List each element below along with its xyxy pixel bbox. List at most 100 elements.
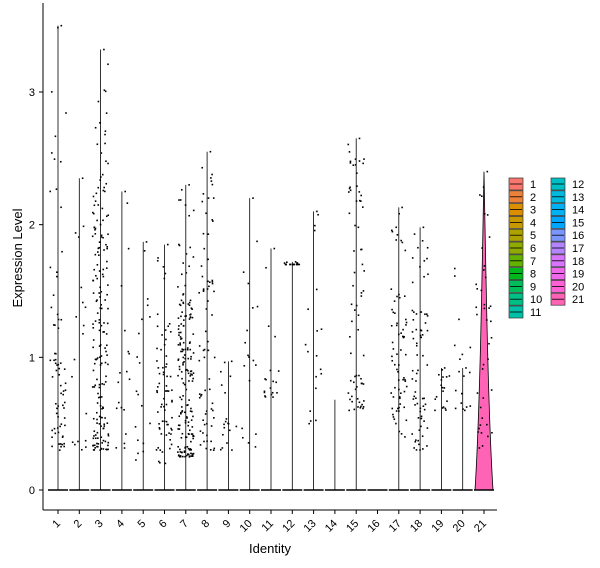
data-point (185, 436, 188, 438)
data-point (363, 158, 365, 160)
data-point (156, 389, 158, 392)
data-point (103, 190, 106, 193)
violin-cluster-2 (69, 178, 90, 491)
data-point (184, 315, 186, 318)
legend-entry-4: 4 (508, 216, 536, 229)
data-point (211, 183, 214, 186)
legend-label: 16 (572, 230, 584, 242)
data-point (190, 358, 192, 360)
data-point (185, 388, 188, 391)
data-point (207, 280, 209, 283)
data-point (351, 400, 353, 403)
x-tick-label: 12 (280, 518, 297, 535)
data-point (182, 293, 184, 296)
data-point (124, 329, 126, 332)
data-point (92, 212, 95, 215)
legend-label: 10 (530, 294, 542, 306)
data-point (171, 429, 173, 431)
data-point (417, 417, 420, 419)
data-point (177, 374, 179, 377)
data-point (212, 197, 215, 199)
data-point (82, 225, 85, 228)
data-point (213, 447, 216, 450)
data-point (92, 444, 94, 447)
data-point (276, 391, 278, 394)
data-point (415, 344, 418, 347)
data-point (182, 301, 185, 304)
data-point (100, 362, 103, 365)
data-point (163, 277, 166, 280)
data-point (158, 382, 161, 385)
data-point (157, 460, 160, 463)
data-point (229, 375, 232, 378)
data-point (419, 265, 421, 268)
data-point (394, 363, 396, 366)
data-point (164, 272, 167, 275)
x-tick-label: 6 (157, 518, 170, 531)
data-point (420, 417, 423, 420)
data-point (397, 407, 399, 410)
data-point (56, 313, 59, 316)
data-point (399, 397, 401, 400)
data-point (403, 335, 405, 338)
data-point (356, 172, 358, 174)
violin-cluster-10 (239, 198, 260, 491)
data-point (181, 350, 184, 353)
data-point (423, 397, 425, 400)
x-tick-label: 18 (408, 518, 425, 535)
data-point (56, 364, 58, 366)
data-point (188, 265, 190, 268)
data-point (391, 407, 394, 410)
violins (48, 25, 494, 491)
data-point (192, 435, 194, 437)
data-point (55, 369, 58, 372)
data-point (190, 307, 193, 310)
data-point (164, 329, 167, 331)
data-point (188, 184, 190, 186)
data-point (54, 135, 57, 138)
data-point (354, 164, 357, 166)
data-point (59, 362, 62, 364)
data-point (224, 420, 227, 423)
data-point (397, 371, 399, 373)
data-point (188, 342, 191, 345)
data-point (401, 241, 404, 244)
data-point (483, 307, 486, 310)
data-point (106, 354, 108, 356)
data-point (102, 439, 105, 442)
data-point (309, 420, 312, 422)
data-point (117, 381, 120, 384)
data-point (170, 427, 172, 430)
data-point (209, 281, 211, 284)
data-point (98, 292, 100, 294)
x-tick-label: 21 (472, 518, 489, 535)
data-point (422, 405, 425, 407)
data-point (187, 372, 190, 375)
data-point (420, 329, 423, 332)
data-point (392, 311, 395, 314)
data-point (256, 240, 258, 243)
data-point (149, 422, 151, 425)
data-point (92, 279, 94, 282)
data-point (117, 401, 120, 404)
data-point (201, 166, 204, 169)
data-point (138, 362, 141, 364)
data-point (424, 322, 427, 324)
data-point (188, 399, 190, 401)
data-point (427, 273, 429, 276)
data-point (490, 320, 492, 323)
data-point (97, 247, 100, 250)
data-point (181, 410, 183, 413)
data-point (395, 410, 398, 412)
data-point (362, 383, 365, 385)
data-point (350, 352, 352, 355)
data-point (93, 226, 96, 229)
data-point (242, 271, 245, 273)
data-point (156, 325, 159, 328)
data-point (480, 195, 483, 198)
data-point (349, 160, 352, 163)
data-point (213, 417, 215, 419)
data-point (157, 411, 159, 413)
data-point (106, 247, 108, 250)
data-point (490, 336, 493, 339)
